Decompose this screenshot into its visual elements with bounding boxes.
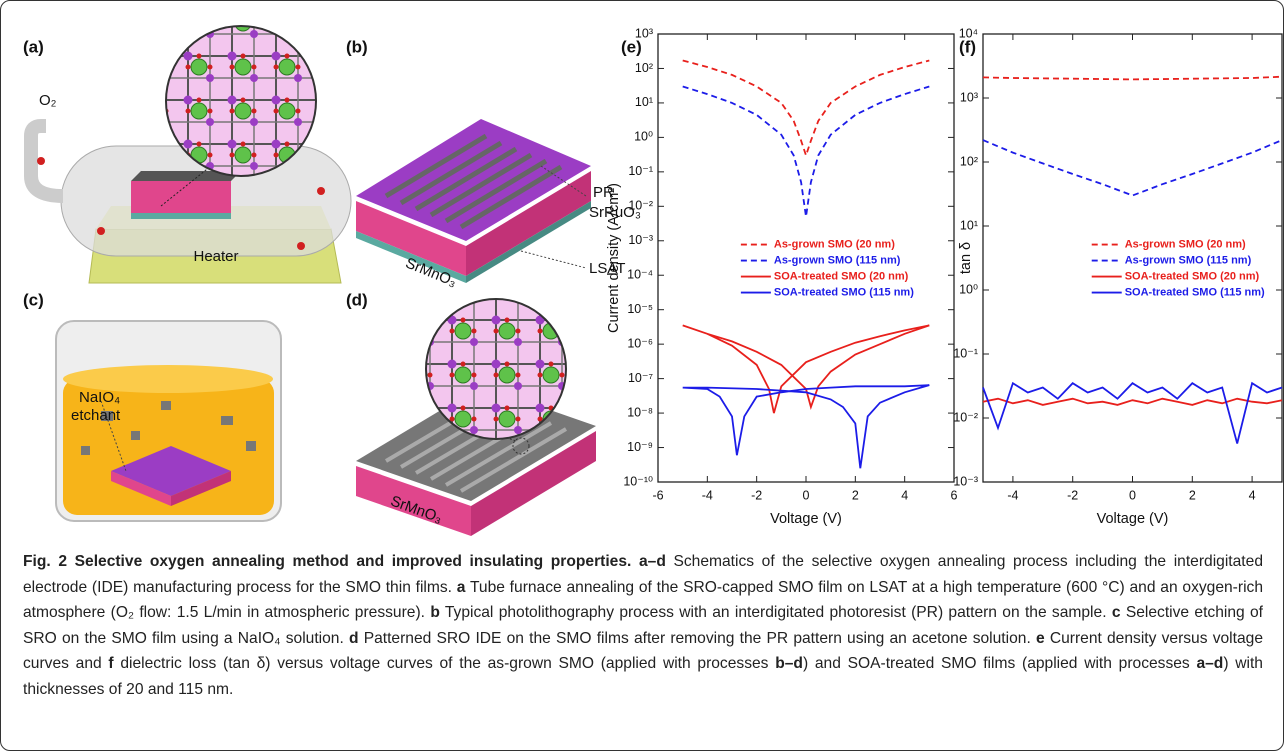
y-tick-label: 10³ [635, 26, 653, 40]
schematic-label: PR [593, 184, 614, 201]
panel-label: (a) [23, 37, 44, 56]
caption-run: Typical photolithography process with an… [439, 604, 1112, 621]
y-tick-label: 10⁻¹ [628, 164, 653, 178]
y-axis-label: Current density (A/cm²) [606, 183, 622, 333]
legend-label: As-grown SMO (115 nm) [774, 254, 901, 266]
schematic-label: LSAT [589, 260, 625, 277]
caption-run: a–d [638, 553, 666, 570]
legend-label: SOA-treated SMO (115 nm) [774, 286, 914, 298]
y-tick-label: 10⁻¹⁰ [623, 474, 653, 488]
x-tick-label: -2 [1067, 488, 1078, 502]
y-tick-label: 10⁻¹ [953, 346, 978, 360]
panel-label: (c) [23, 290, 44, 309]
caption-run: d [348, 629, 359, 647]
caption-run: Patterned SRO IDE on the SMO films after… [358, 629, 1036, 647]
y-tick-label: 10⁻⁵ [627, 302, 653, 316]
caption-run: Schematics of the selective oxygen annea… [23, 553, 1263, 596]
legend-label: As-grown SMO (20 nm) [774, 238, 895, 250]
panel-label: (f) [959, 37, 976, 56]
caption-run: f [108, 655, 114, 672]
caption-run: a–d [1196, 655, 1224, 672]
panel-label: (d) [346, 290, 368, 309]
data-line [982, 381, 1283, 444]
y-tick-label: 10⁻⁸ [627, 405, 653, 419]
data-line [982, 139, 1283, 197]
x-axis-label: Voltage (V) [1097, 511, 1169, 527]
figure-caption: Fig. 2 Selective oxygen annealing method… [23, 549, 1263, 702]
y-tick-label: 10⁰ [634, 130, 653, 144]
legend-label: SOA-treated SMO (20 nm) [774, 270, 909, 282]
x-tick-label: 4 [1249, 488, 1256, 502]
caption-run: e [1035, 629, 1045, 647]
data-line [682, 384, 930, 469]
y-tick-label: 10⁻⁶ [627, 336, 653, 350]
data-line [982, 397, 1283, 406]
y-tick-label: 10³ [960, 90, 978, 104]
y-tick-label: 10² [960, 154, 978, 168]
schematic-label: SrRuO₃ [589, 204, 641, 221]
y-axis-label: tan δ [958, 242, 974, 274]
caption-run: ) with thicknesses of 20 and 115 nm. [23, 655, 1263, 698]
x-tick-label: -4 [702, 488, 713, 502]
y-tick-label: 10⁻⁴ [627, 268, 653, 282]
schematic-label: etchant [71, 407, 121, 424]
y-tick-label: 10⁻⁹ [627, 440, 653, 454]
data-line [982, 75, 1283, 81]
schematic-label: O₂ [39, 92, 57, 109]
caption-run: Tube furnace annealing of the SRO-capped… [23, 578, 1263, 622]
caption-run: Fig. 2 Selective oxygen annealing method… [23, 553, 632, 570]
x-tick-label: -2 [751, 488, 762, 502]
caption-run [631, 553, 639, 570]
y-tick-label: 10⁰ [959, 282, 978, 296]
panel-label: (e) [621, 37, 642, 56]
schematic-label: NaIO₄ [79, 389, 120, 406]
caption-run: b–d [775, 655, 803, 672]
furnace-schematic [24, 25, 352, 284]
y-tick-label: 10⁻² [628, 199, 653, 213]
photolithography-schematic [356, 119, 591, 283]
y-tick-label: 10⁻⁷ [628, 371, 654, 385]
y-tick-label: 10⁻³ [953, 474, 978, 488]
x-tick-label: 2 [852, 488, 859, 502]
data-line [682, 324, 930, 414]
caption-run: Current density versus voltage curves an… [23, 629, 1263, 673]
panel-label: (b) [346, 37, 368, 56]
legend-label: SOA-treated SMO (20 nm) [1125, 270, 1260, 282]
caption-run: c [1111, 604, 1121, 621]
x-tick-label: 4 [901, 488, 908, 502]
x-tick-label: -6 [652, 488, 663, 502]
legend-label: As-grown SMO (115 nm) [1125, 254, 1252, 266]
y-tick-label: 10¹ [635, 95, 653, 109]
x-tick-label: 6 [951, 488, 958, 502]
caption-run: Selective etching of SRO on the SMO film… [23, 604, 1263, 647]
x-tick-label: 0 [803, 488, 810, 502]
data-line [682, 59, 930, 159]
y-tick-label: 10⁻² [953, 410, 978, 424]
y-tick-label: 10⁴ [959, 26, 978, 40]
x-axis-label: Voltage (V) [770, 511, 842, 527]
x-tick-label: -4 [1007, 488, 1018, 502]
legend-label: As-grown SMO (20 nm) [1125, 238, 1246, 250]
caption-run: dielectric loss (tan δ) versus voltage c… [113, 655, 776, 672]
caption-run: ) and SOA-treated SMO films (applied wit… [802, 655, 1197, 672]
ide-schematic [356, 298, 596, 536]
caption-run: a [456, 578, 466, 596]
legend-label: SOA-treated SMO (115 nm) [1125, 286, 1265, 298]
etching-schematic [55, 320, 282, 522]
figure: (a) (b) (c) (d) (e) (f) O₂ Heater PR SrR… [23, 25, 1283, 536]
data-line [682, 85, 930, 217]
x-tick-label: 0 [1129, 488, 1136, 502]
y-tick-label: 10¹ [960, 218, 978, 232]
y-tick-label: 10⁻³ [628, 233, 653, 247]
schematic-label: Heater [193, 248, 238, 265]
y-tick-label: 10² [635, 61, 653, 75]
x-tick-label: 2 [1189, 488, 1196, 502]
caption-run: b [430, 604, 440, 621]
